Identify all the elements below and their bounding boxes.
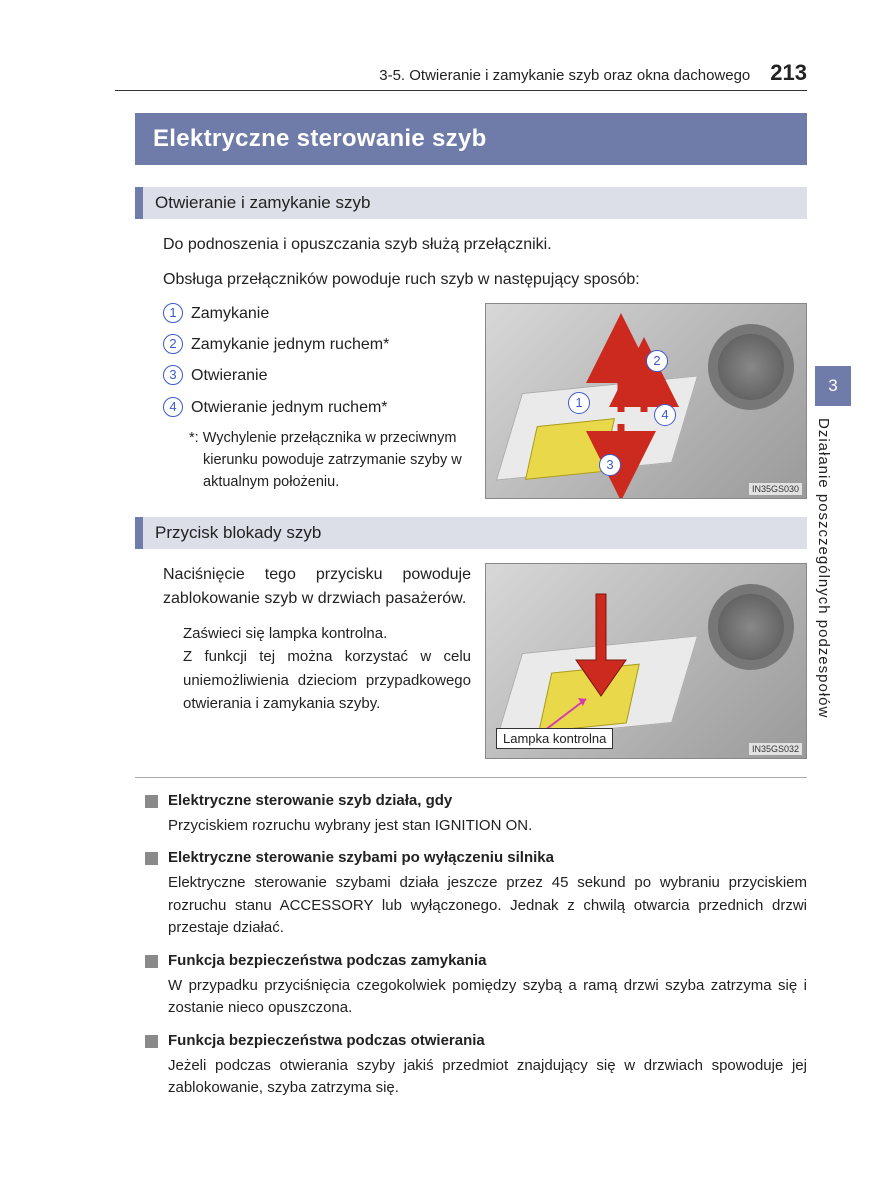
list-item: 4 Otwieranie jednym ruchem* [163,397,471,419]
square-bullet-icon [145,955,158,968]
list-item: 1 Zamykanie [163,303,471,325]
intro-line-1: Do podnoszenia i opuszczania szyb służą … [163,233,807,258]
square-bullet-icon [145,852,158,865]
chapter-tab: 3 Działanie poszczególnych podzespołów [815,366,851,774]
figure-callout-4: 4 [654,404,676,426]
figure-callout-3: 3 [599,454,621,476]
subheading-lock-button: Przycisk blokady szyb [135,517,807,549]
note-heading-text: Elektryczne sterowanie szybami po wyłącz… [168,849,554,866]
page-title: Elektryczne sterowanie szyb [135,113,807,165]
subheading-opening-closing: Otwieranie i zamykanie szyb [135,187,807,219]
note-body: W przypadku przyciśnięcia czegokolwiek p… [168,975,807,1020]
figure-callout-1: 1 [568,392,590,414]
note-heading: Elektryczne sterowanie szybami po wyłącz… [145,849,807,866]
chapter-label: Działanie poszczególnych podzespołów [815,406,832,766]
numbered-list: 1 Zamykanie 2 Zamykanie jednym ruchem* 3 Ot… [163,303,471,420]
figure-code: IN35GS032 [749,743,802,755]
note-body: Przyciskiem rozruchu wybrany jest stan I… [168,815,807,838]
header-rule [115,90,807,91]
circled-number-icon: 1 [163,303,183,323]
note-body: Elektryczne sterowanie szybami działa je… [168,872,807,940]
note-body: Jeżeli podczas otwierania szyby jakiś pr… [168,1055,807,1100]
figure-window-switches: 1 2 3 4 IN35GS030 [485,303,807,499]
circled-number-icon: 4 [163,397,183,417]
circled-number-icon: 2 [163,334,183,354]
divider [135,777,807,778]
chapter-number-box: 3 [815,366,851,406]
list-item: 2 Zamykanie jednym ruchem* [163,334,471,356]
lock-sub-2: Z funkcji tej można korzystać w celu uni… [183,645,471,715]
square-bullet-icon [145,1035,158,1048]
list-item-label: Zamykanie jednym ruchem* [191,334,389,356]
note-heading-text: Funkcja bezpieczeństwa podczas otwierani… [168,1032,485,1049]
figure-callout-2: 2 [646,350,668,372]
list-item-label: Zamykanie [191,303,269,325]
note-heading-text: Elektryczne sterowanie szyb działa, gdy [168,792,452,809]
figure-code: IN35GS030 [749,483,802,495]
circled-number-icon: 3 [163,365,183,385]
square-bullet-icon [145,795,158,808]
arrows-overlay [486,304,807,499]
note-heading: Funkcja bezpieczeństwa podczas otwierani… [145,1032,807,1049]
note-heading: Funkcja bezpieczeństwa podczas zamykania [145,952,807,969]
figure-lock-button: Lampka kontrolna IN35GS032 [485,563,807,759]
page-number: 213 [770,60,807,86]
list-item-label: Otwieranie [191,365,267,387]
list-item-label: Otwieranie jednym ruchem* [191,397,388,419]
footnote: *: Wychylenie przełącznika w przeciwnym … [189,428,471,493]
section-breadcrumb: 3-5. Otwieranie i zamykanie szyb oraz ok… [379,67,750,84]
intro-line-2: Obsługa przełączników powoduje ruch szyb… [163,268,807,293]
lock-sub-1: Zaświeci się lampka kontrolna. [183,622,471,645]
note-heading: Elektryczne sterowanie szyb działa, gdy [145,792,807,809]
lock-body-text: Naciśnięcie tego przycisku powoduje zabl… [163,563,471,613]
note-heading-text: Funkcja bezpieczeństwa podczas zamykania [168,952,486,969]
figure-callout-label: Lampka kontrolna [496,728,613,749]
list-item: 3 Otwieranie [163,365,471,387]
